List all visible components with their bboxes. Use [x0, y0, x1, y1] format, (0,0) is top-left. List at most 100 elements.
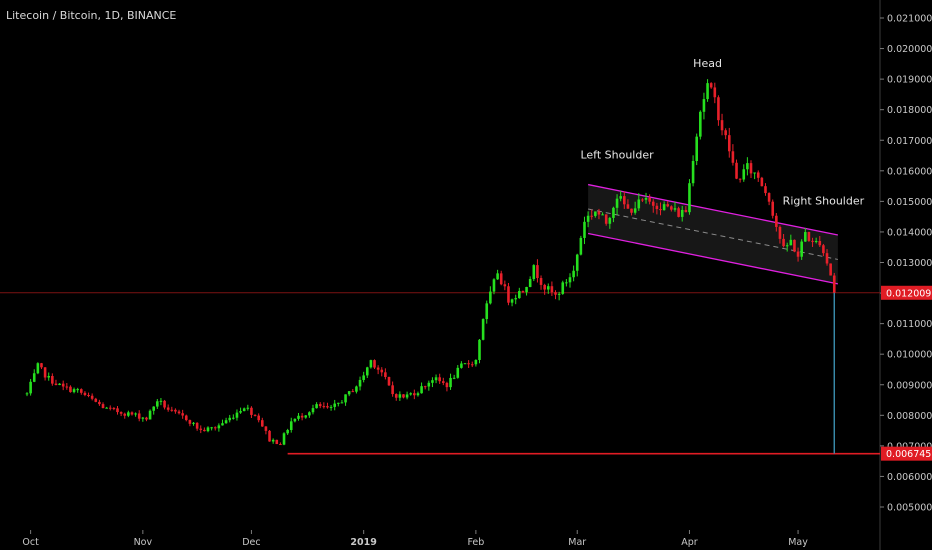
candle-body — [203, 429, 206, 432]
candle-body — [804, 232, 807, 242]
candle-body — [416, 393, 420, 396]
channel-lower-line[interactable] — [587, 232, 839, 285]
candle-body — [65, 386, 69, 388]
candle-body — [778, 226, 782, 239]
candle-body — [445, 382, 449, 388]
candle-body — [499, 273, 503, 285]
candle-body — [134, 413, 137, 415]
candle-body — [170, 409, 174, 411]
candle-body — [691, 161, 695, 184]
candle-body — [137, 413, 141, 419]
candle-body — [224, 420, 228, 424]
candle-body — [427, 382, 431, 387]
candle-body — [452, 377, 456, 379]
candle-body — [235, 412, 239, 418]
candle-body — [268, 430, 271, 442]
candle-body — [528, 279, 532, 287]
candle-body — [727, 135, 731, 152]
candle-body — [699, 111, 702, 137]
candle-body — [612, 207, 615, 218]
candle-body — [297, 415, 300, 419]
candle-body — [623, 196, 626, 205]
candle-body — [195, 422, 199, 429]
time-axis-label: Nov — [134, 537, 153, 548]
candle-body — [753, 172, 756, 174]
time-axis-label: Mar — [568, 537, 586, 548]
price-axis-label: 0.018000 — [887, 105, 932, 116]
candle-body — [51, 376, 54, 384]
candle-body — [90, 395, 94, 399]
time-axis-label: Oct — [22, 537, 39, 548]
candle-body — [702, 99, 706, 112]
candle-body — [742, 169, 746, 180]
candle-body — [525, 286, 528, 293]
candle-body — [474, 359, 478, 365]
candle-body — [40, 363, 43, 368]
candle-body — [344, 394, 347, 403]
price-axis-label: 0.008000 — [887, 411, 932, 422]
candles — [25, 79, 836, 446]
candle-body — [709, 83, 713, 88]
candle-body — [311, 408, 315, 413]
price-badge — [881, 285, 932, 300]
candle-body — [221, 423, 224, 426]
time-axis-label: Dec — [242, 537, 260, 548]
candle-body — [561, 282, 565, 294]
candle-body — [184, 415, 188, 421]
candle-body — [286, 430, 289, 434]
candle-body — [232, 417, 235, 419]
channel-upper-line[interactable] — [587, 183, 839, 236]
candle-body — [159, 400, 163, 402]
candle-body — [340, 402, 344, 404]
candle-body — [684, 209, 688, 213]
time-axis-label: 2019 — [350, 537, 376, 548]
candle-body — [365, 367, 369, 376]
candle-body — [384, 372, 387, 377]
candle-body — [554, 292, 557, 295]
candle-body — [199, 428, 203, 430]
candle-body — [756, 172, 760, 178]
candle-body — [213, 427, 217, 429]
candle-body — [98, 401, 101, 405]
candle-body — [597, 211, 601, 215]
candle-body — [315, 404, 318, 409]
candle-body — [398, 394, 402, 398]
candle-body — [369, 360, 373, 368]
time-axis-label: May — [788, 537, 808, 548]
candle-body — [25, 393, 29, 395]
candle-body — [275, 439, 279, 445]
time-axis-label: Apr — [681, 537, 698, 548]
candle-body — [242, 408, 246, 412]
candle-body — [604, 214, 608, 224]
candle-body — [467, 363, 470, 365]
candle-body — [706, 83, 709, 100]
candle-body — [735, 162, 738, 179]
candle-body — [644, 197, 648, 200]
candle-body — [391, 385, 394, 395]
candle-body — [677, 208, 680, 217]
candle-body — [217, 425, 221, 429]
candle-body — [206, 427, 210, 432]
candle-body — [648, 197, 651, 202]
candle-body — [123, 413, 127, 416]
candle-body — [308, 412, 311, 416]
candle-body — [641, 199, 644, 201]
time-axis-label: Feb — [467, 537, 484, 548]
candle-body — [264, 426, 268, 431]
candle-body — [239, 411, 242, 413]
candle-body — [470, 364, 474, 366]
candle-body — [61, 383, 65, 387]
price-badge — [881, 446, 932, 461]
pattern-annotation: Head — [693, 57, 722, 70]
candle-body — [188, 420, 192, 424]
candle-body — [626, 204, 630, 209]
candle-body — [257, 415, 260, 421]
candle-body — [148, 410, 152, 420]
candle-body — [785, 245, 789, 247]
candle-body — [152, 406, 155, 411]
candle-body — [271, 439, 275, 442]
candle-body — [738, 178, 742, 180]
candle-body — [782, 238, 785, 247]
candle-body — [29, 381, 32, 394]
